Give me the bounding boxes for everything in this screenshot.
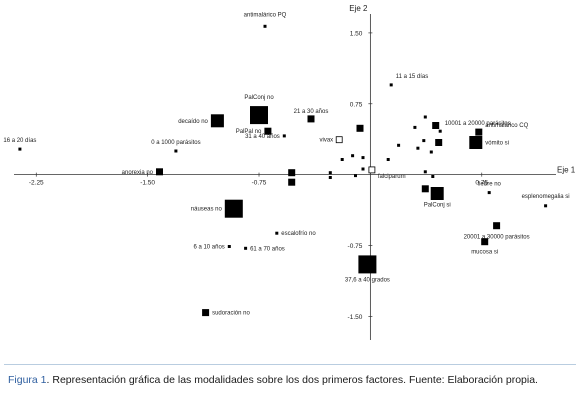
- point-label: PalPal no: [236, 129, 262, 135]
- y-tick-label: -0.75: [348, 243, 363, 250]
- point-label: sudoración no: [212, 311, 250, 317]
- data-point: [475, 128, 483, 136]
- data-point-unlabeled: [328, 176, 332, 179]
- data-point: [18, 147, 22, 151]
- data-point: [307, 115, 315, 123]
- data-point: [368, 166, 376, 174]
- data-point-unlabeled: [288, 178, 296, 186]
- data-point: [263, 24, 267, 28]
- data-point-unlabeled: [288, 169, 296, 177]
- data-point-unlabeled: [435, 139, 443, 146]
- x-tick-label: -2.25: [29, 180, 44, 187]
- point-label: 37,6 a 40 grados: [345, 277, 390, 283]
- data-point: [156, 168, 163, 176]
- data-point: [210, 114, 224, 128]
- point-label: PalConj si: [424, 203, 451, 209]
- data-point: [244, 246, 248, 250]
- x-tick-label: 0.75: [475, 180, 488, 187]
- point-label: PalConj no: [244, 95, 274, 101]
- data-point: [224, 199, 243, 218]
- point-label: 31 a 40 años: [245, 134, 280, 140]
- data-point-unlabeled: [422, 139, 426, 143]
- data-point: [227, 245, 231, 248]
- data-point-unlabeled: [416, 146, 420, 150]
- caption-figure-number: Figura 1: [8, 374, 47, 386]
- data-point: [282, 134, 286, 138]
- data-point-unlabeled: [431, 175, 435, 178]
- axes: -2.25 -1.50 -0.75 0.75 1.50 0.75 -0.75 -1.50 Eje…: [14, 4, 576, 340]
- x-tick-label: -0.75: [252, 180, 267, 187]
- data-point: [202, 309, 210, 317]
- data-point-unlabeled: [429, 150, 433, 154]
- point-label: 21 a 30 años: [294, 109, 329, 115]
- data-point: [275, 231, 279, 235]
- data-point: [358, 255, 377, 274]
- point-label: 16 a 20 días: [3, 138, 36, 144]
- data-point-unlabeled: [423, 115, 427, 119]
- data-point-unlabeled: [432, 122, 440, 129]
- y-axis-label: Eje 2: [349, 4, 368, 13]
- point-label: 0 a 1000 parásitos: [151, 140, 200, 146]
- data-point-unlabeled: [328, 171, 332, 175]
- data-point: [389, 83, 393, 87]
- y-tick-label: 0.75: [350, 101, 363, 108]
- point-label: 61 a 70 años: [250, 246, 285, 252]
- point-label: antimalárico CQ: [485, 123, 528, 129]
- data-point: [469, 136, 483, 149]
- point-label: vómito si: [485, 141, 509, 147]
- data-point: [493, 222, 501, 230]
- x-axis-label: Eje 1: [557, 166, 576, 175]
- data-point: [174, 149, 178, 153]
- data-point: [264, 127, 272, 135]
- data-point-unlabeled: [397, 143, 401, 147]
- point-label: 6 a 10 años: [193, 245, 224, 251]
- caption-text: . Representación gráfica de las modalida…: [46, 374, 538, 386]
- point-label: 20001 a 30000 parásitos: [464, 235, 530, 241]
- point-label: 11 a 15 días: [396, 74, 429, 80]
- data-point: [430, 187, 444, 200]
- data-point: [335, 136, 343, 144]
- point-label: náuseas no: [191, 207, 223, 213]
- data-point-unlabeled: [423, 170, 427, 174]
- point-label: vivax: [320, 138, 334, 144]
- data-point-unlabeled: [340, 158, 344, 161]
- point-label: antimalárico PQ: [244, 12, 287, 18]
- point-label: esplenomegalia si: [522, 194, 570, 200]
- point-label: fiebre no: [478, 182, 502, 188]
- data-point: [487, 191, 491, 195]
- point-labels: antimalárico PQ 11 a 15 días PalConj no dec…: [3, 12, 569, 316]
- point-label: falciparum: [378, 174, 406, 180]
- data-point: [438, 129, 442, 133]
- y-tick-label: -1.50: [348, 314, 363, 321]
- point-label: escalofrío no: [281, 231, 316, 237]
- data-point-unlabeled: [354, 174, 357, 178]
- x-tick-label: -1.50: [140, 180, 155, 187]
- data-point-unlabeled: [413, 125, 417, 129]
- point-label: mucosa si: [471, 250, 498, 256]
- data-point: [544, 204, 548, 208]
- data-point: [250, 106, 268, 125]
- data-point-unlabeled: [386, 158, 390, 161]
- point-label: decaído no: [178, 119, 208, 125]
- data-point-unlabeled: [421, 185, 429, 193]
- figure-caption: Figura 1. Representación gráfica de las …: [8, 374, 576, 386]
- data-point-unlabeled: [361, 156, 365, 160]
- scatter-plot: -2.25 -1.50 -0.75 0.75 1.50 0.75 -0.75 -1.50 Eje…: [3, 4, 576, 340]
- point-label: 10001 a 20000 parásitos: [445, 121, 511, 127]
- chart-marks: [18, 24, 548, 317]
- data-point-unlabeled: [356, 124, 364, 132]
- point-label: anorexia no: [122, 170, 154, 176]
- data-point-unlabeled: [351, 154, 355, 158]
- data-point-unlabeled: [361, 167, 365, 171]
- y-tick-label: 1.50: [350, 30, 363, 37]
- caption-divider: [4, 364, 576, 365]
- data-point: [481, 238, 489, 246]
